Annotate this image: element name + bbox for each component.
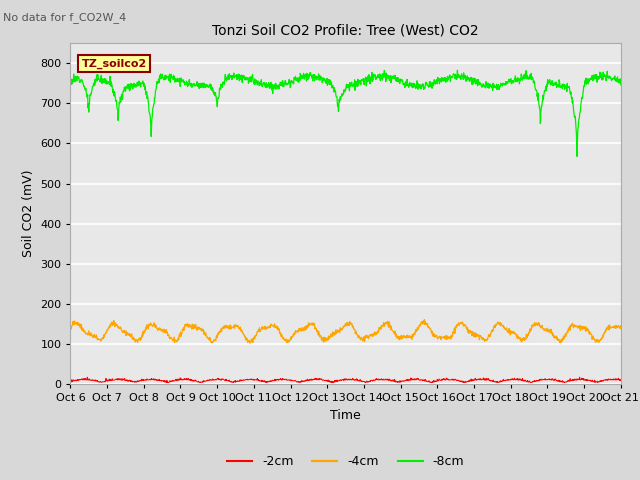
-2cm <box>67 379 74 385</box>
-2cm <box>428 380 436 385</box>
-2cm <box>109 377 117 383</box>
-4cm <box>67 324 74 330</box>
Y-axis label: Soil CO2 (mV): Soil CO2 (mV) <box>22 170 35 257</box>
Title: Tonzi Soil CO2 Profile: Tree (West) CO2: Tonzi Soil CO2 Profile: Tree (West) CO2 <box>212 24 479 38</box>
-4cm <box>246 340 254 346</box>
-8cm <box>300 72 308 78</box>
-2cm <box>576 374 584 380</box>
Text: No data for f_CO2W_4: No data for f_CO2W_4 <box>3 12 127 23</box>
-4cm <box>420 317 428 323</box>
-4cm <box>617 323 625 329</box>
-2cm <box>132 378 140 384</box>
-8cm <box>109 90 117 96</box>
-4cm <box>109 322 117 328</box>
-8cm <box>617 82 625 88</box>
-8cm <box>321 79 329 84</box>
-2cm <box>312 376 319 382</box>
-2cm <box>617 378 625 384</box>
-4cm <box>132 339 140 345</box>
-8cm <box>67 77 74 83</box>
Line: -2cm: -2cm <box>70 377 621 383</box>
-2cm <box>380 377 387 383</box>
-4cm <box>312 326 319 332</box>
Line: -4cm: -4cm <box>70 320 621 343</box>
Legend: -2cm, -4cm, -8cm: -2cm, -4cm, -8cm <box>222 450 469 473</box>
Line: -8cm: -8cm <box>70 71 621 156</box>
-8cm <box>312 73 319 79</box>
X-axis label: Time: Time <box>330 408 361 421</box>
-8cm <box>454 68 461 73</box>
-4cm <box>380 321 388 326</box>
-8cm <box>380 71 387 77</box>
-8cm <box>573 154 581 159</box>
-2cm <box>321 378 329 384</box>
-4cm <box>300 326 308 332</box>
-8cm <box>132 82 140 88</box>
-2cm <box>300 378 308 384</box>
-4cm <box>322 335 330 340</box>
Text: TZ_soilco2: TZ_soilco2 <box>81 59 147 69</box>
